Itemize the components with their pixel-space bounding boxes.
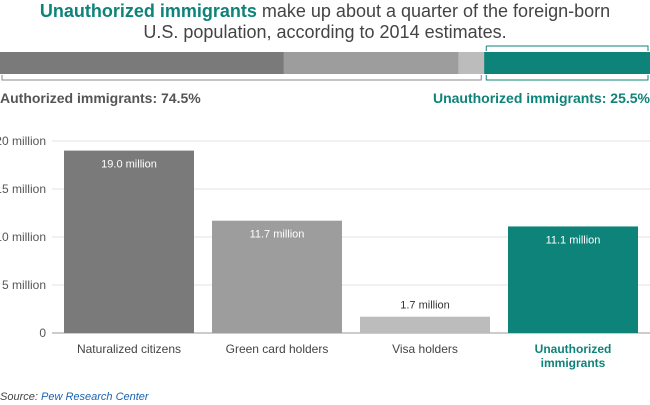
stack-segment-4	[484, 52, 650, 74]
authorized-label: Authorized immigrants: 74.5%	[0, 90, 201, 106]
title-rest: make up about a quarter of the foreign-b…	[256, 1, 611, 21]
source-note: Source: Pew Research Center	[0, 391, 149, 403]
unauthorized-bracket-top	[485, 45, 649, 51]
stack-segment-1	[0, 52, 284, 74]
y-tick-label: 20 million	[0, 134, 46, 148]
x-tick-label: immigrants	[541, 356, 606, 370]
unauthorized-bracket	[485, 75, 649, 81]
stack-segment-3	[458, 52, 485, 74]
title-line2: U.S. population, according to 2014 estim…	[143, 22, 507, 42]
authorized-bracket	[1, 75, 482, 81]
bar-3	[360, 316, 490, 333]
y-tick-label: 15 million	[0, 182, 46, 196]
source-label: Source:	[0, 391, 38, 403]
data-label: 1.7 million	[400, 300, 450, 312]
stack-segment-2	[283, 52, 459, 74]
title-highlight: Unauthorized immigrants	[39, 1, 257, 21]
bar-2	[212, 220, 342, 333]
data-label: 19.0 million	[101, 159, 157, 171]
x-tick-label: Naturalized citizens	[77, 342, 181, 356]
bar-1	[64, 150, 194, 333]
data-label: 11.1 million	[546, 234, 601, 246]
x-tick-label: Unauthorized	[535, 342, 612, 356]
source-link[interactable]: Pew Research Center	[40, 391, 149, 403]
y-tick-label: 0	[39, 326, 46, 340]
bar-4	[508, 226, 638, 333]
x-tick-label: Green card holders	[226, 342, 329, 356]
y-tick-label: 10 million	[0, 230, 46, 244]
unauthorized-label: Unauthorized immigrants: 25.5%	[432, 90, 650, 106]
data-label: 11.7 million	[250, 229, 305, 241]
y-tick-label: 5 million	[2, 278, 46, 292]
stacked-bar	[0, 45, 650, 81]
x-tick-label: Visa holders	[392, 342, 458, 356]
bars: 19.0 million Naturalized citizens 11.7 mil…	[64, 150, 638, 370]
chart-title: Unauthorized immigrants make up about a …	[0, 1, 650, 43]
